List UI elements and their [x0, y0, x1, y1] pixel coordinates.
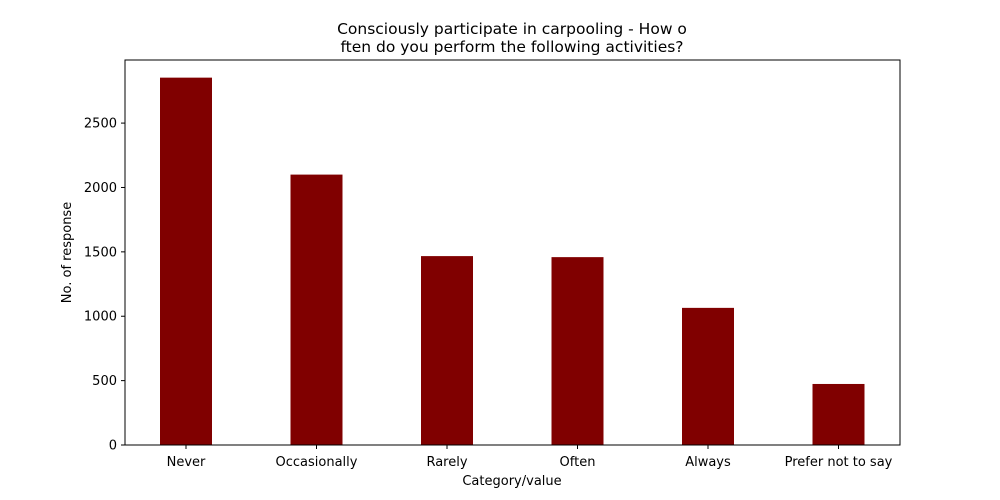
y-tick-label-0: 0: [109, 439, 117, 454]
x-tick-label-2: Rarely: [426, 455, 467, 470]
bar-0: [160, 77, 212, 445]
y-tick-label-5: 2500: [84, 117, 117, 132]
x-axis-ticks: Never Occasionally Rarely Often Always Prefer…: [167, 445, 893, 470]
x-axis-label: Category/value: [462, 474, 561, 489]
x-tick-label-4: Always: [685, 455, 731, 470]
x-tick-label-5: Prefer not to say: [785, 455, 893, 470]
bar-5: [812, 383, 865, 445]
y-tick-label-4: 2000: [84, 181, 117, 196]
x-tick-label-0: Never: [167, 455, 206, 470]
bar-4: [682, 307, 734, 445]
y-tick-label-1: 500: [92, 374, 117, 389]
bar-3: [551, 257, 604, 445]
bar-1: [290, 174, 343, 445]
x-tick-label-3: Often: [560, 455, 596, 470]
bar-2: [421, 256, 473, 445]
chart-title-line-2: ften do you perform the following activi…: [340, 38, 683, 56]
y-tick-label-3: 1500: [84, 245, 117, 260]
y-axis-ticks: 0 500 1000 1500 2000 2500: [84, 117, 125, 454]
plot-frame: [124, 59, 901, 446]
y-axis-label: No. of response: [60, 202, 75, 303]
x-tick-label-1: Occasionally: [276, 455, 358, 470]
chart-title-line-1: Consciously participate in carpooling - …: [337, 20, 687, 38]
bars-group: [160, 77, 865, 445]
y-tick-label-2: 1000: [84, 310, 117, 325]
